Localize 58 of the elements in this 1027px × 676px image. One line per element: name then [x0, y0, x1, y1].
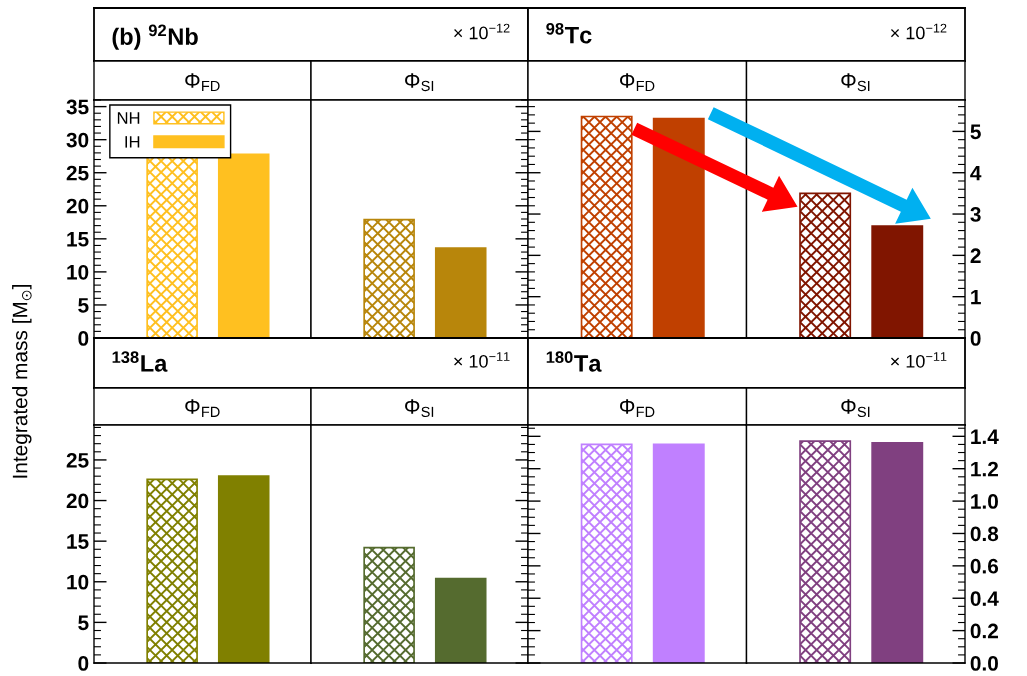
text: × 10$^{−11}$ — [890, 352, 947, 368]
y2-tick-label: 0.4 — [970, 591, 999, 606]
y-tick-label: 15 — [67, 534, 89, 549]
x-tick-label: Φ$_{FD}$ — [620, 73, 655, 91]
chart-title: (b) $^{92}$Nb — [112, 24, 198, 50]
bar — [217, 475, 270, 663]
bar — [580, 115, 633, 338]
y-tick-label: 20 — [66, 493, 89, 509]
y2-tick-label: 1.2 — [971, 461, 998, 477]
text: × 10$^{−12}$ — [890, 23, 947, 40]
y2-tick-label: 0 — [970, 331, 981, 346]
y2-tick-label: 3 — [970, 207, 981, 222]
y2-tick-label: 4 — [970, 165, 982, 181]
y2-tick-label: 1 — [971, 289, 981, 305]
y-tick-label: 25 — [66, 165, 89, 181]
x-tick-label: Φ$_{FD}$ — [185, 73, 220, 91]
chart-title: $^{180}$Ta — [546, 351, 602, 372]
x-tick-label: Φ$_{SI}$ — [841, 73, 870, 92]
y-tick-label: 25 — [66, 452, 89, 468]
y-tick-label: 5 — [78, 298, 89, 313]
bar — [363, 546, 415, 663]
bar — [871, 225, 924, 338]
text: × 10$^{−11}$ — [454, 352, 510, 368]
x-tick-label: Φ$_{FD}$ — [620, 399, 655, 417]
x-tick-label: Φ$_{SI}$ — [841, 399, 870, 418]
x-tick-label: Φ$_{SI}$ — [405, 73, 434, 92]
y2-tick-label: 0.2 — [970, 623, 998, 639]
y2-tick-label: 0.6 — [970, 558, 999, 574]
y-tick-label: 35 — [66, 99, 89, 115]
bar — [434, 247, 487, 338]
legend-label: IH — [125, 136, 140, 148]
x-tick-label: Φ$_{FD}$ — [185, 399, 220, 417]
y-tick-label: 10 — [67, 574, 89, 590]
chart-title: $^{98}$Tc — [546, 22, 592, 44]
legend-label: NH — [117, 112, 140, 124]
y-tick-label: 5 — [78, 615, 89, 631]
bar — [434, 577, 487, 663]
y2-tick-label: 1.0 — [971, 494, 998, 509]
bar — [363, 218, 415, 338]
chart-title: $^{138}$La — [112, 351, 168, 372]
y-axis-title: Integrated mass [M$_{⊙}$] — [12, 285, 32, 478]
bar — [652, 117, 705, 338]
bar — [146, 478, 198, 663]
bar — [799, 192, 852, 338]
y2-tick-label: 2 — [970, 248, 981, 263]
y-tick-label: 15 — [67, 232, 89, 247]
y2-tick-label: 5 — [970, 124, 981, 140]
y-tick-label: 0 — [78, 331, 89, 346]
y-tick-label: 10 — [67, 264, 89, 280]
y-tick-label: 20 — [66, 198, 89, 214]
y-tick-label: 30 — [66, 132, 89, 148]
y-tick-label: 0 — [78, 656, 89, 671]
bar — [217, 153, 270, 338]
x-tick-label: Φ$_{SI}$ — [405, 399, 434, 418]
y2-tick-label: 0.8 — [970, 526, 999, 542]
y2-tick-label: 0.0 — [970, 656, 998, 671]
y2-tick-label: 1.4 — [971, 429, 999, 444]
text: × 10$^{−12}$ — [454, 23, 510, 40]
